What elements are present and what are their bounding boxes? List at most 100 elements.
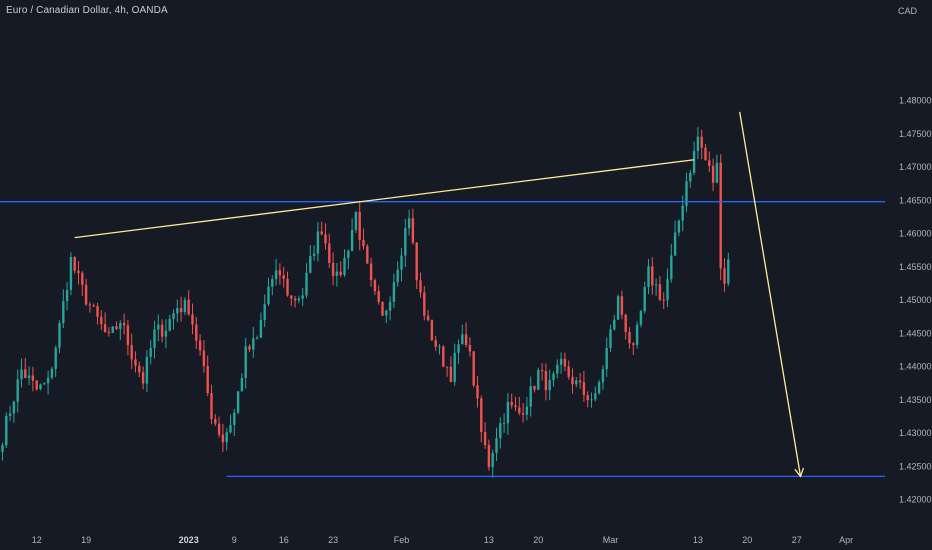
candle-body: [263, 304, 266, 320]
time-tick-label: 12: [32, 535, 42, 545]
candle-body: [100, 316, 103, 325]
candle-body: [198, 340, 202, 351]
candle-body: [499, 423, 502, 439]
candle: [430, 319, 434, 342]
candle-body: [616, 296, 620, 320]
candle: [700, 129, 703, 160]
candle-body: [643, 287, 646, 312]
candle-body: [449, 366, 453, 382]
time-tick-label: 27: [792, 535, 802, 545]
candle: [145, 350, 149, 393]
candle-body: [43, 383, 46, 385]
candle-body: [715, 162, 719, 183]
candle-body: [358, 212, 361, 240]
candle-body: [12, 401, 16, 414]
candle-body: [373, 280, 377, 292]
candle: [187, 290, 190, 316]
candle-body: [274, 270, 278, 280]
price-tick-label: 1.45000: [899, 295, 932, 305]
candle: [624, 313, 627, 340]
candle-body: [240, 377, 244, 392]
candle-body: [453, 352, 456, 382]
candle: [214, 414, 217, 426]
candle: [206, 355, 209, 397]
candle-body: [396, 269, 399, 283]
candle-body: [727, 259, 730, 284]
candle: [506, 392, 510, 435]
candle: [92, 303, 95, 308]
candle: [81, 271, 84, 296]
candle-body: [651, 266, 654, 286]
candle: [426, 309, 430, 322]
price-tick-label: 1.44500: [899, 328, 932, 338]
candle-body: [320, 231, 323, 235]
candle-body: [267, 286, 270, 305]
candle: [176, 299, 179, 323]
candle: [100, 310, 103, 330]
candle: [415, 241, 418, 290]
candle: [567, 360, 570, 380]
candle-body: [58, 323, 61, 348]
candle-body: [510, 401, 513, 406]
candle-body: [704, 147, 707, 161]
candle-body: [35, 380, 38, 390]
candle-body: [700, 136, 703, 148]
candle: [274, 258, 278, 286]
candle: [540, 363, 544, 381]
time-tick-label: Apr: [839, 535, 853, 545]
candle-body: [206, 365, 209, 393]
candle-body: [297, 298, 301, 301]
candle-body: [506, 401, 510, 424]
currency-label: CAD: [898, 6, 918, 16]
candle: [164, 319, 168, 349]
candle: [191, 303, 194, 335]
candle: [613, 314, 616, 331]
candle: [202, 340, 206, 373]
candle: [525, 396, 529, 421]
candle-body: [711, 165, 715, 183]
candle: [666, 268, 669, 308]
candle-body: [46, 377, 50, 384]
candle-body: [434, 340, 437, 347]
candle-body: [605, 347, 608, 370]
candle: [544, 363, 548, 401]
candle: [586, 391, 589, 408]
candle-body: [613, 319, 616, 330]
candle: [510, 393, 513, 409]
candle-body: [635, 324, 639, 345]
candle: [259, 312, 263, 338]
candle: [240, 373, 244, 392]
candle: [628, 327, 631, 349]
candle-body: [381, 301, 384, 316]
time-tick-label: 19: [81, 535, 91, 545]
candle-body: [457, 344, 460, 353]
candle-body: [16, 379, 19, 402]
price-tick-label: 1.46000: [899, 229, 932, 239]
candle-body: [377, 291, 380, 302]
candle-body: [692, 150, 696, 173]
candle: [221, 423, 225, 453]
candle: [708, 151, 711, 173]
candle: [111, 326, 114, 333]
candle-body: [271, 279, 274, 287]
candle: [685, 172, 688, 213]
candle-body: [673, 232, 677, 256]
candle-body: [149, 347, 152, 357]
candle-body: [65, 290, 69, 302]
candle-body: [404, 228, 407, 256]
candle-body: [20, 369, 23, 380]
candle-body: [586, 395, 589, 401]
candle-body: [571, 376, 574, 385]
candle-body: [502, 423, 506, 425]
candle-body: [658, 284, 662, 300]
candle-body: [468, 344, 472, 352]
candle: [290, 295, 293, 306]
candle-body: [103, 324, 107, 333]
candle-body: [309, 255, 312, 273]
time-tick-label: Feb: [394, 535, 410, 545]
candle-body: [647, 266, 650, 288]
candle: [632, 342, 635, 356]
candle: [616, 294, 620, 321]
